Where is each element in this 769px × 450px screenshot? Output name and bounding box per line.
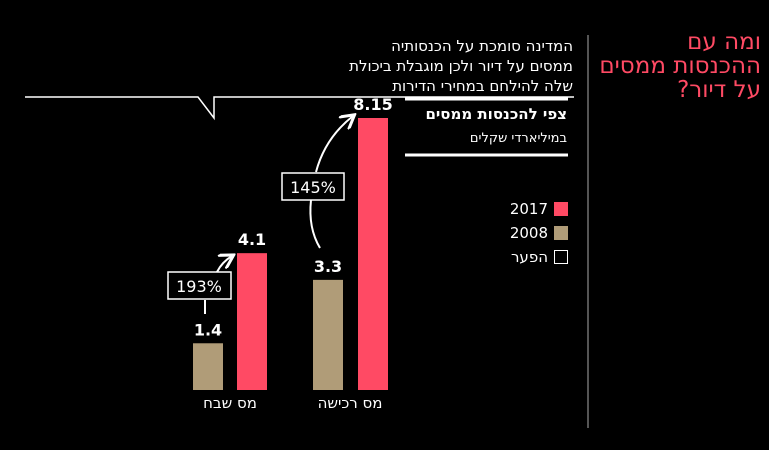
legend-label: 2017: [509, 200, 548, 218]
gap-arrow: [309, 199, 321, 249]
bar-2017: [358, 118, 388, 390]
value-label: 3.3: [314, 257, 342, 276]
bar-2017: [237, 253, 267, 390]
callout-line: ממסים על דיור ולכן מוגבלת ביכולת: [349, 57, 573, 75]
legend-label: 2008: [509, 224, 548, 242]
gap-box: [281, 172, 345, 201]
value-label: 8.15: [353, 95, 392, 114]
legend-swatch: [554, 226, 568, 240]
callout-line: המדינה סומכת על הכנסותיה: [391, 37, 573, 55]
callout-text: המדינה סומכת על הכנסותיה ממסים על דיור ו…: [73, 36, 573, 96]
divider: [587, 35, 589, 428]
chart-title: צפי להכנסות ממסים: [425, 105, 567, 123]
legend-item-2017: 2017: [470, 200, 568, 218]
legend-label: הפער: [510, 248, 548, 266]
bar-2008: [313, 279, 343, 390]
category-label: מס רכישה: [318, 394, 383, 412]
legend-swatch: [554, 202, 568, 216]
headline-line: על דיור?: [677, 77, 761, 103]
gap-arrow: [315, 116, 353, 173]
callout-line: שלה להילחם במחירי הדירות: [392, 77, 573, 95]
legend-item-2008: 2008: [470, 224, 568, 242]
legend-item-gap: הפער: [470, 248, 568, 266]
category-label: מס שבח: [203, 394, 257, 412]
headline: ומה עם ההכנסות ממסים על דיור?: [591, 30, 761, 102]
value-label: 4.1: [238, 230, 266, 249]
headline-line: ההכנסות ממסים: [599, 53, 761, 79]
gap-label: 193%: [176, 277, 222, 296]
legend-swatch: [554, 250, 568, 264]
gap-label: 145%: [290, 178, 336, 197]
gap-arrow: [216, 256, 232, 273]
value-label: 1.4: [194, 320, 222, 339]
gap-box: [167, 271, 232, 300]
headline-line: ומה עם: [687, 29, 761, 55]
bar-2008: [193, 343, 223, 390]
chart-subtitle: במיליארדי שקלים: [469, 131, 567, 146]
callout-pointer: [25, 96, 574, 121]
